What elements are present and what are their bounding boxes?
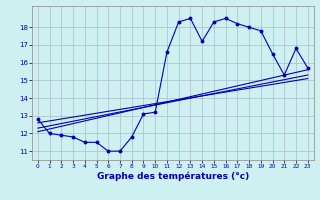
X-axis label: Graphe des températures (°c): Graphe des températures (°c): [97, 172, 249, 181]
